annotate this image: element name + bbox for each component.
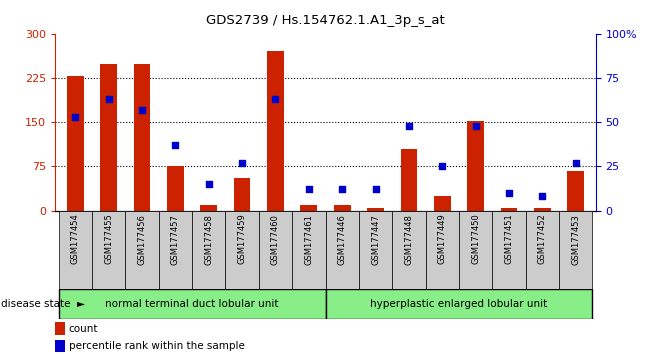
Bar bbox=[55, 340, 65, 352]
Bar bbox=[467, 121, 484, 211]
Point bbox=[237, 160, 247, 166]
Text: GSM177456: GSM177456 bbox=[137, 214, 146, 265]
Text: GSM177458: GSM177458 bbox=[204, 214, 214, 265]
Bar bbox=[234, 178, 251, 211]
Text: GSM177449: GSM177449 bbox=[437, 214, 447, 264]
Bar bbox=[100, 64, 117, 211]
Bar bbox=[126, 211, 159, 289]
Text: normal terminal duct lobular unit: normal terminal duct lobular unit bbox=[105, 298, 279, 309]
Point bbox=[437, 164, 447, 169]
Point bbox=[70, 114, 81, 120]
Point bbox=[204, 181, 214, 187]
Bar bbox=[67, 76, 84, 211]
Bar bbox=[459, 211, 492, 289]
Bar bbox=[59, 211, 92, 289]
Bar bbox=[326, 289, 592, 319]
Bar bbox=[326, 211, 359, 289]
Bar bbox=[501, 208, 518, 211]
Bar bbox=[292, 211, 326, 289]
Point bbox=[504, 190, 514, 196]
Text: GSM177450: GSM177450 bbox=[471, 214, 480, 264]
Text: GSM177457: GSM177457 bbox=[171, 214, 180, 265]
Text: GSM177452: GSM177452 bbox=[538, 214, 547, 264]
Bar bbox=[392, 211, 426, 289]
Text: GSM177446: GSM177446 bbox=[338, 214, 347, 265]
Bar bbox=[133, 64, 150, 211]
Text: GSM177455: GSM177455 bbox=[104, 214, 113, 264]
Text: GSM177453: GSM177453 bbox=[571, 214, 580, 265]
Point bbox=[337, 187, 348, 192]
Bar bbox=[225, 211, 259, 289]
Bar bbox=[426, 211, 459, 289]
Bar bbox=[559, 211, 592, 289]
Point bbox=[303, 187, 314, 192]
Bar bbox=[301, 205, 317, 211]
Bar bbox=[167, 166, 184, 211]
Point bbox=[137, 107, 147, 113]
Bar bbox=[55, 322, 65, 335]
Bar bbox=[534, 208, 551, 211]
Text: hyperplastic enlarged lobular unit: hyperplastic enlarged lobular unit bbox=[370, 298, 547, 309]
Point bbox=[370, 187, 381, 192]
Text: GSM177461: GSM177461 bbox=[304, 214, 313, 265]
Bar bbox=[434, 196, 450, 211]
Point bbox=[471, 123, 481, 129]
Text: GSM177447: GSM177447 bbox=[371, 214, 380, 265]
Text: GSM177460: GSM177460 bbox=[271, 214, 280, 265]
Text: percentile rank within the sample: percentile rank within the sample bbox=[69, 341, 245, 351]
Bar bbox=[159, 211, 192, 289]
Text: GDS2739 / Hs.154762.1.A1_3p_s_at: GDS2739 / Hs.154762.1.A1_3p_s_at bbox=[206, 13, 445, 27]
Bar bbox=[267, 51, 284, 211]
Text: GSM177454: GSM177454 bbox=[71, 214, 80, 264]
Point bbox=[404, 123, 414, 129]
Text: GSM177459: GSM177459 bbox=[238, 214, 247, 264]
Point bbox=[170, 142, 180, 148]
Text: count: count bbox=[69, 324, 98, 333]
Point bbox=[537, 194, 547, 199]
Bar bbox=[525, 211, 559, 289]
Bar bbox=[334, 205, 350, 211]
Bar bbox=[59, 289, 326, 319]
Text: GSM177451: GSM177451 bbox=[505, 214, 514, 264]
Bar bbox=[192, 211, 225, 289]
Point bbox=[270, 96, 281, 102]
Bar bbox=[400, 149, 417, 211]
Point bbox=[570, 160, 581, 166]
Bar bbox=[492, 211, 525, 289]
Text: GSM177448: GSM177448 bbox=[404, 214, 413, 265]
Bar bbox=[367, 208, 384, 211]
Bar bbox=[201, 205, 217, 211]
Text: disease state  ►: disease state ► bbox=[1, 298, 85, 309]
Bar bbox=[359, 211, 392, 289]
Point bbox=[104, 96, 114, 102]
Bar bbox=[567, 171, 584, 211]
Bar bbox=[259, 211, 292, 289]
Bar bbox=[92, 211, 126, 289]
